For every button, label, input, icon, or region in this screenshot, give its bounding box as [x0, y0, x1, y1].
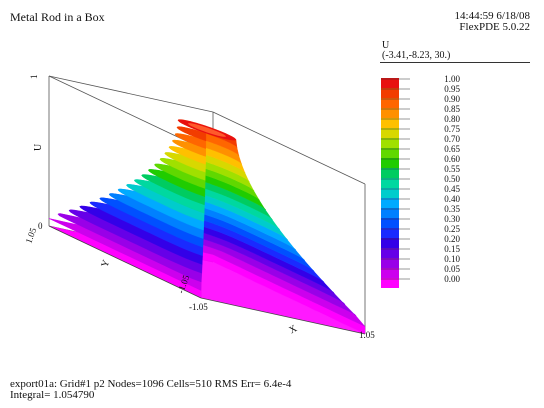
- version-label: FlexPDE 5.0.22: [459, 21, 530, 33]
- legend-level-label: 0.30: [444, 214, 460, 224]
- surface: [48, 119, 366, 335]
- legend-swatch: [381, 158, 399, 168]
- legend-level-label: 0.45: [444, 184, 460, 194]
- legend-swatch: [381, 148, 399, 158]
- legend-swatch: [381, 218, 399, 228]
- y-axis-label: Y: [99, 258, 112, 269]
- legend-level-label: 0.10: [444, 254, 460, 264]
- legend-level-label: 0.20: [444, 234, 460, 244]
- legend-level-label: 0.90: [444, 94, 460, 104]
- x-tick-label: 1.05: [359, 330, 375, 340]
- x-tick-label: -1.05: [189, 302, 208, 312]
- z-tick-label: 1: [29, 75, 39, 80]
- x-axis-label: X: [287, 323, 299, 337]
- axis-line: [48, 225, 202, 299]
- legend-level-label: 1.00: [444, 74, 460, 84]
- legend-swatch: [381, 228, 399, 238]
- integral-value: Integral= 1.054790: [10, 389, 95, 401]
- legend-level-label: 0.55: [444, 164, 460, 174]
- timestamp: 14:44:59 6/18/08: [454, 10, 530, 22]
- legend-swatch: [381, 208, 399, 218]
- legend-level-label: 0.65: [444, 144, 460, 154]
- grid-stats: export01a: Grid#1 p2 Nodes=1096 Cells=51…: [10, 378, 292, 390]
- timestamp-block: 14:44:59 6/18/08 FlexPDE 5.0.22: [455, 11, 530, 33]
- legend-swatch: [381, 238, 399, 248]
- legend-swatch: [381, 278, 399, 288]
- legend-level-label: 0.40: [444, 194, 460, 204]
- z-axis-label: U: [33, 143, 44, 151]
- legend-swatch: [381, 138, 399, 148]
- legend-variable: U: [382, 40, 390, 51]
- status-footer: export01a: Grid#1 p2 Nodes=1096 Cells=51…: [10, 379, 291, 401]
- legend-swatch: [381, 128, 399, 138]
- legend-swatch: [381, 248, 399, 258]
- legend-swatch: [381, 88, 399, 98]
- z-tick-label: 0: [38, 221, 43, 231]
- legend-swatch: [381, 268, 399, 278]
- legend-swatch: [381, 258, 399, 268]
- legend-viewpoint: (-3.41,-8.23, 30.): [382, 50, 451, 61]
- legend-swatch: [381, 78, 399, 88]
- axis-line: [212, 111, 366, 185]
- legend-level-label: 0.75: [444, 124, 460, 134]
- legend-header: U (-3.41,-8.23, 30.): [382, 41, 450, 61]
- legend-level-label: 0.00: [444, 274, 460, 284]
- legend-swatch: [381, 178, 399, 188]
- axis-line: [200, 297, 366, 335]
- legend-colorbar: 1.000.950.900.850.800.750.700.650.600.55…: [381, 74, 461, 288]
- top-cap-inner: [188, 123, 226, 137]
- legend-level-label: 0.60: [444, 154, 460, 164]
- legend-level-label: 0.80: [444, 114, 460, 124]
- axis-line: [48, 75, 202, 149]
- plot-title: Metal Rod in a Box: [10, 10, 105, 24]
- legend-level-label: 0.35: [444, 204, 460, 214]
- legend-level-label: 0.95: [444, 84, 460, 94]
- legend-level-label: 0.15: [444, 244, 460, 254]
- legend-divider: [380, 62, 530, 63]
- legend-level-label: 0.85: [444, 104, 460, 114]
- legend-swatch: [381, 168, 399, 178]
- axis-line: [48, 75, 214, 113]
- legend-swatch: [381, 198, 399, 208]
- legend-level-label: 0.50: [444, 174, 460, 184]
- legend-level-label: 0.05: [444, 264, 460, 274]
- y-tick-label: 1.05: [23, 226, 38, 245]
- legend-swatch: [381, 98, 399, 108]
- legend-swatch: [381, 188, 399, 198]
- legend-swatch: [381, 118, 399, 128]
- legend-swatch: [381, 108, 399, 118]
- legend-level-label: 0.25: [444, 224, 460, 234]
- legend-level-label: 0.70: [444, 134, 460, 144]
